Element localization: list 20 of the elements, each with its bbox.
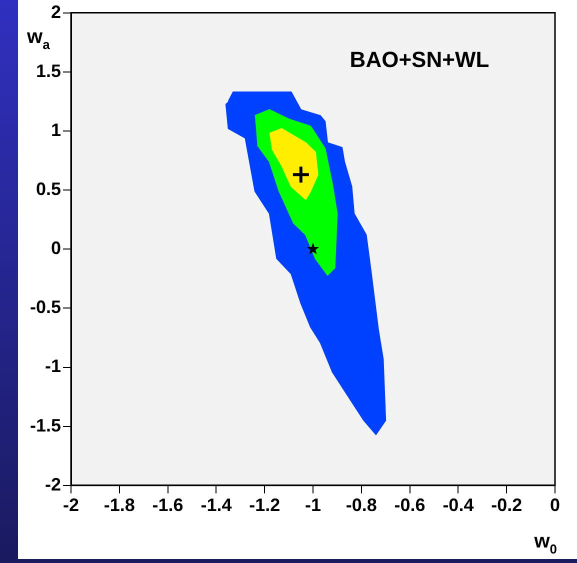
x-tick-label: -1.4 xyxy=(200,495,232,516)
x-tick-label: 0 xyxy=(550,495,560,516)
y-tick-label: 0 xyxy=(51,238,62,258)
x-tick-label: -0.2 xyxy=(491,495,522,516)
x-tick-label: -1.6 xyxy=(152,495,184,516)
y-tick-label: 0.5 xyxy=(36,178,62,199)
y-tick-label: -1 xyxy=(45,356,62,376)
x-tick-label: -0.8 xyxy=(346,495,377,516)
x-tick-label: -0.6 xyxy=(394,495,426,516)
y-tick-label: 1 xyxy=(51,120,62,140)
x-tick-label: -1.2 xyxy=(249,495,280,516)
y-tick-label: -0.5 xyxy=(30,297,62,318)
text: BAO+SN+WL xyxy=(350,46,490,72)
y-tick-label: -2 xyxy=(45,474,62,494)
x-tick-label: -0.4 xyxy=(442,495,474,516)
y-tick-label: -1.5 xyxy=(30,415,62,436)
x-tick-label: -1 xyxy=(305,495,322,516)
x-tick-label: -1.8 xyxy=(104,495,135,516)
y-tick-label: 1.5 xyxy=(36,60,62,81)
y-tick-label: 2 xyxy=(51,2,62,22)
